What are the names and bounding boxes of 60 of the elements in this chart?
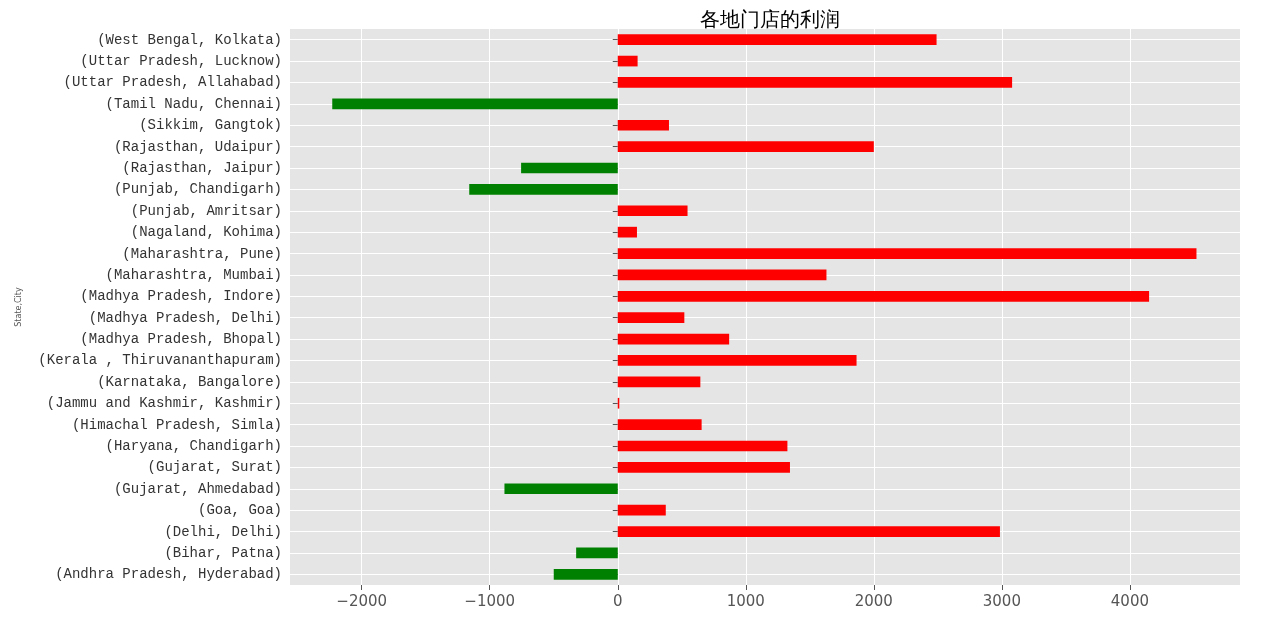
chart-title: 各地门店的利润	[700, 7, 840, 31]
y-tick-label: (Bihar, Patna)	[164, 544, 282, 561]
bar	[617, 419, 702, 430]
bar	[617, 462, 790, 473]
y-tick-label: (Maharashtra, Mumbai)	[105, 266, 282, 283]
y-tick-label: (Punjab, Chandigarh)	[113, 181, 282, 198]
bar	[617, 355, 857, 366]
bar	[332, 98, 618, 110]
y-tick-label: (Rajasthan, Udaipur)	[113, 138, 282, 155]
x-tick-label: −1000	[464, 591, 516, 610]
bar	[469, 184, 618, 195]
bar	[617, 248, 1197, 259]
y-tick-label: (Rajasthan, Jaipur)	[122, 160, 282, 176]
y-tick-label: (Punjab, Amritsar)	[130, 202, 282, 219]
bar	[617, 141, 874, 152]
y-tick-label: (Madhya Pradesh, Delhi)	[88, 309, 282, 326]
y-tick-label: (Uttar Pradesh, Allahabad)	[63, 74, 282, 91]
x-tick-label: −2000	[336, 591, 388, 610]
y-tick-label: (Madhya Pradesh, Bhopal)	[80, 331, 282, 348]
y-tick-label: (Sikkim, Gangtok)	[139, 117, 282, 134]
y-tick-label: (Madhya Pradesh, Indore)	[80, 288, 282, 305]
y-tick-label: (Goa, Goa)	[197, 502, 282, 519]
y-tick-label: (Gujarat, Ahmedabad)	[113, 480, 282, 497]
bar	[617, 226, 637, 238]
y-tick-label: (Andhra Pradesh, Hyderabad)	[55, 566, 282, 583]
y-tick-label: (Kerala , Thiruvananthapuram)	[38, 352, 282, 369]
x-tick-label: 3000	[982, 591, 1021, 610]
bar	[553, 568, 618, 580]
bar	[617, 526, 1000, 537]
bar	[617, 119, 669, 131]
x-tick-label: 2000	[854, 591, 893, 610]
y-tick-label: (Karnataka, Bangalore)	[97, 373, 282, 390]
bar	[617, 205, 688, 217]
bar	[617, 34, 937, 46]
y-tick-label: (Gujarat, Surat)	[147, 459, 282, 476]
bar	[617, 333, 730, 345]
bar	[617, 269, 827, 281]
bar	[617, 440, 788, 452]
y-tick-label: (Jammu and Kashmir, Kashmir)	[46, 395, 282, 412]
bar	[617, 504, 666, 516]
bar	[617, 55, 638, 67]
y-tick-label: (Maharashtra, Pune)	[122, 245, 282, 262]
y-tick-label: (West Bengal, Kolkata)	[97, 31, 282, 48]
y-tick-label: (Haryana, Chandigarh)	[105, 438, 282, 454]
y-tick-label: (Delhi, Delhi)	[164, 523, 282, 540]
y-tick-label: (Tamil Nadu, Chennai)	[105, 95, 282, 112]
bar	[617, 376, 701, 388]
bar	[617, 77, 1013, 88]
bar	[521, 162, 618, 174]
y-tick-label: (Nagaland, Kohima)	[130, 224, 282, 241]
bar	[576, 547, 618, 559]
x-tick-label: 4000	[1110, 591, 1149, 610]
y-tick-label: (Himachal Pradesh, Simla)	[71, 416, 282, 433]
y-axis-title: State,City	[13, 287, 23, 327]
bar	[504, 483, 618, 495]
y-tick-label: (Uttar Pradesh, Lucknow)	[80, 53, 282, 70]
x-tick-label: 0	[612, 591, 623, 610]
bar	[617, 312, 685, 324]
x-tick-label: 1000	[726, 591, 765, 610]
bar	[617, 290, 1150, 302]
